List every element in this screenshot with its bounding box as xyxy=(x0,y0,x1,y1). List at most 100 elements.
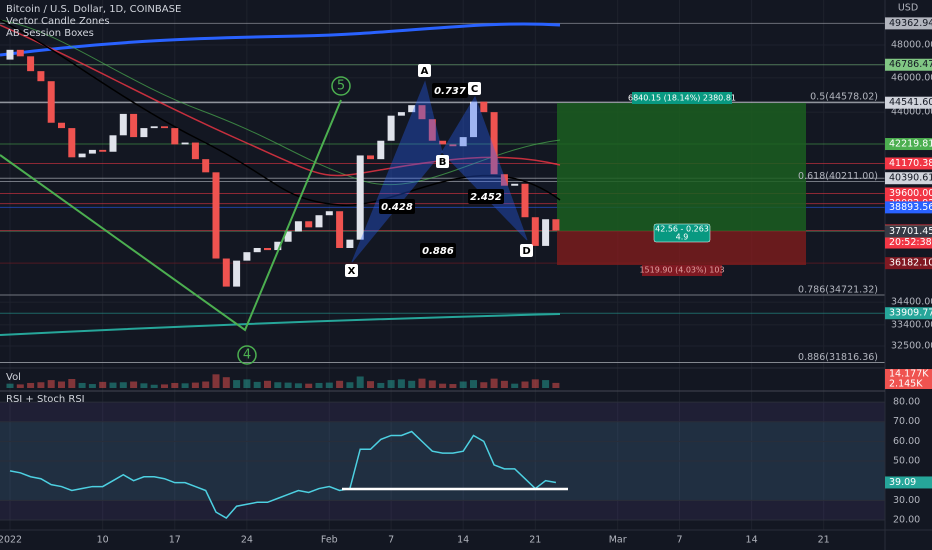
candle xyxy=(212,172,220,259)
candle xyxy=(6,49,14,60)
volume-bar xyxy=(181,383,189,388)
wave-line xyxy=(0,99,342,332)
x-tick-label: 7 xyxy=(388,535,394,546)
x-tick-label: 14 xyxy=(457,535,469,546)
price-tag-box xyxy=(885,187,932,200)
volume-bar xyxy=(418,378,426,388)
volume-bar xyxy=(68,379,76,388)
candle xyxy=(130,113,138,138)
price-tag-box xyxy=(885,157,932,170)
candle xyxy=(480,101,488,113)
x-tick-label: 14 xyxy=(746,535,758,546)
ma-red xyxy=(0,24,561,177)
y-tick-label: 80.00 xyxy=(893,397,920,408)
wave-circle xyxy=(237,345,257,365)
price-tag: 39600.00 xyxy=(889,188,932,199)
candle xyxy=(181,142,189,145)
candle xyxy=(191,142,199,160)
volume-bar xyxy=(367,381,374,388)
x-tick-label: 2022 xyxy=(0,535,22,546)
candle xyxy=(88,149,96,154)
price-tag-box xyxy=(885,96,932,109)
candle xyxy=(356,155,364,240)
ratio-label: 0.737 xyxy=(434,86,466,97)
volume-bar xyxy=(171,382,179,388)
candle xyxy=(233,260,241,287)
candle xyxy=(387,115,395,141)
volume-bar xyxy=(449,384,457,388)
stop-box xyxy=(642,265,722,276)
volume-bar xyxy=(346,382,354,388)
fib-label: 0.786(34721.32) xyxy=(798,284,878,295)
volume-bar xyxy=(480,382,488,388)
wave-label: 5 xyxy=(337,79,345,94)
y-tick-label: 50.00 xyxy=(893,456,920,467)
volume-bar xyxy=(356,376,364,388)
stop-label: 1519.90 (4.03%) 103 xyxy=(639,266,724,275)
price-tag: 38893.56 xyxy=(889,202,932,213)
volume-bar xyxy=(511,383,519,388)
x-tick-label: 10 xyxy=(97,535,109,546)
point-label: C xyxy=(471,84,478,95)
ratio-label: 0.886 xyxy=(422,246,454,257)
point-label: B xyxy=(439,157,447,168)
price-tag-box xyxy=(885,201,932,214)
rsi-line xyxy=(9,430,557,519)
candle xyxy=(253,247,261,253)
candle xyxy=(99,149,107,152)
ma-black xyxy=(0,19,561,206)
wave-label: 4 xyxy=(243,348,251,363)
volume-bar xyxy=(16,384,24,388)
volume-bar xyxy=(284,382,292,388)
price-tag-box xyxy=(885,257,932,270)
ma-blue xyxy=(0,22,561,57)
price-tag: 42219.81 xyxy=(889,139,932,150)
volume-bar xyxy=(27,382,35,388)
entry-ratio: 4.9 xyxy=(676,233,689,242)
target-label: 6840.15 (18.14%) 2380.81 xyxy=(628,94,736,103)
ratio-label: 0.428 xyxy=(381,202,413,213)
pane-title: RSI + Stoch RSI xyxy=(6,394,85,405)
point-label: D xyxy=(522,246,530,257)
volume-tag-box xyxy=(885,369,932,379)
point-box xyxy=(468,82,481,95)
volume-bar xyxy=(264,380,271,388)
volume-bar xyxy=(47,380,55,388)
ma-green xyxy=(0,19,561,186)
candle xyxy=(305,221,313,228)
target-box xyxy=(632,92,732,104)
volume-bar xyxy=(377,382,385,388)
indicator-name: Vector Candle Zones xyxy=(6,16,110,27)
volume-bar xyxy=(397,379,405,388)
price-tag: 44541.60 xyxy=(889,97,932,108)
candle xyxy=(47,81,55,123)
candle xyxy=(243,252,251,261)
volume-bar xyxy=(6,383,14,388)
candle xyxy=(78,153,86,158)
candle xyxy=(37,71,45,82)
rsi-tag-box xyxy=(885,476,932,489)
volume-bar xyxy=(531,379,539,388)
volume-bar xyxy=(294,383,302,388)
candle xyxy=(161,126,168,129)
candle xyxy=(449,144,457,147)
candle xyxy=(150,126,158,129)
volume-bar xyxy=(150,384,158,388)
candle xyxy=(521,183,529,218)
rsi-tag: 39.09 xyxy=(889,477,916,488)
price-tag-box xyxy=(885,138,932,151)
candle xyxy=(377,140,385,160)
ratio-box xyxy=(379,199,415,214)
ratio-label: 2.452 xyxy=(470,192,502,203)
point-label: X xyxy=(348,266,356,277)
wave-circle xyxy=(331,76,351,96)
point-box xyxy=(418,64,431,77)
y-tick-label: 20.00 xyxy=(893,514,920,525)
x-tick-label: 21 xyxy=(529,535,541,546)
price-tag-box xyxy=(885,307,932,320)
candle xyxy=(418,105,426,120)
profit-zone xyxy=(557,103,806,231)
price-tag-box xyxy=(885,58,932,71)
candle xyxy=(325,211,333,216)
countdown: 20:52:38 xyxy=(889,237,932,248)
